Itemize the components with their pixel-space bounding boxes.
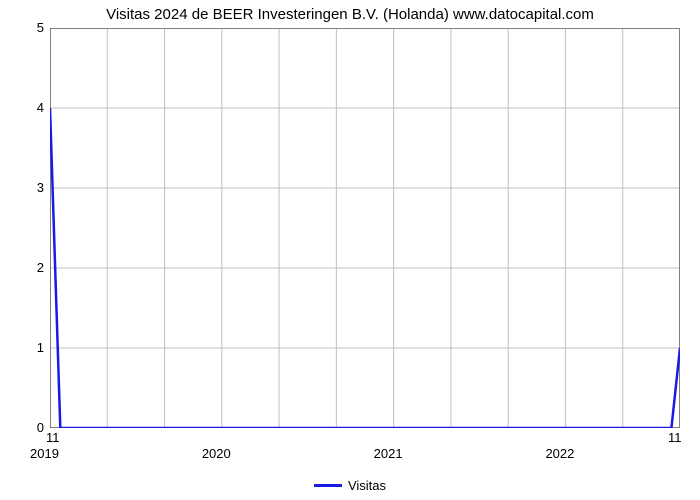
legend: Visitas: [0, 478, 700, 493]
y-tick-label: 1: [14, 340, 44, 355]
y-tick-label: 3: [14, 180, 44, 195]
x-below-left: 11: [46, 430, 60, 445]
plot-area: [50, 28, 680, 428]
y-tick-label: 5: [14, 20, 44, 35]
x-tick-label: 2021: [374, 446, 424, 461]
chart-title: Visitas 2024 de BEER Investeringen B.V. …: [0, 6, 700, 23]
x-tick-label: 2022: [545, 446, 595, 461]
x-tick-label: 2020: [202, 446, 252, 461]
x-tick-label: 2019: [30, 446, 80, 461]
y-tick-label: 2: [14, 260, 44, 275]
x-below-right: 11: [668, 430, 682, 445]
y-tick-label: 0: [14, 420, 44, 435]
legend-label: Visitas: [348, 478, 386, 493]
y-tick-label: 4: [14, 100, 44, 115]
visits-line-chart: Visitas 2024 de BEER Investeringen B.V. …: [0, 0, 700, 500]
legend-swatch: [314, 484, 342, 487]
